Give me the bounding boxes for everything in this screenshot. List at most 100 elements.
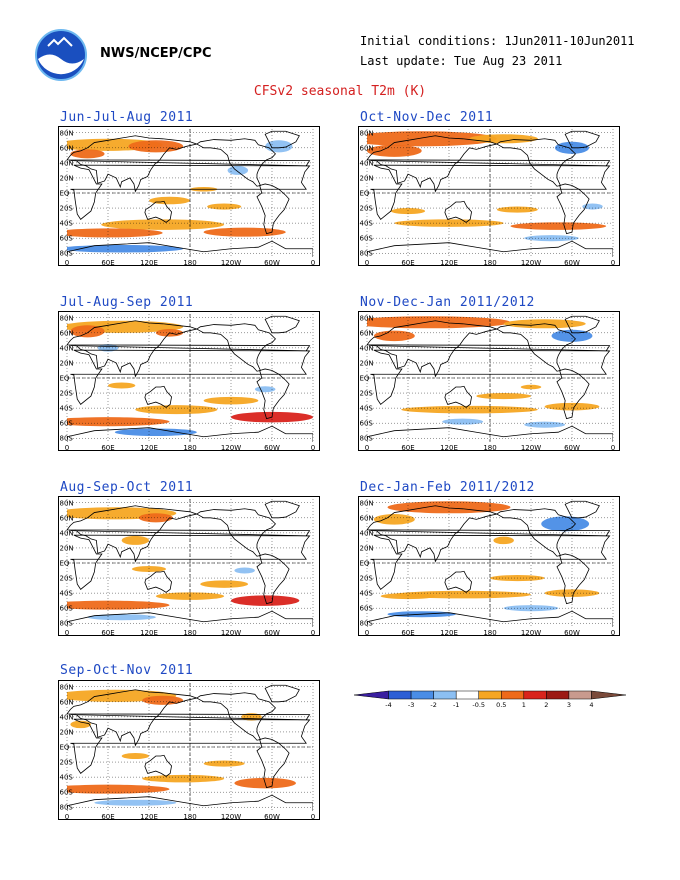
anomaly-region — [231, 595, 300, 606]
coastline — [264, 315, 300, 334]
lon-tick-label: 120W — [521, 444, 541, 451]
lat-tick-label: 80S — [60, 620, 74, 628]
lon-tick-label: 0 — [65, 444, 69, 451]
panel-title-0: Jun-Jul-Aug 2011 — [60, 110, 194, 125]
lon-tick-label: 120W — [221, 444, 241, 451]
coastline — [196, 323, 276, 372]
anomaly-region — [207, 203, 242, 210]
coastline — [196, 692, 276, 741]
lat-tick-label: 80N — [60, 683, 74, 691]
lon-tick-label: 0 — [311, 444, 315, 451]
colorbar-swatch — [501, 690, 525, 700]
lat-tick-label: 60N — [60, 144, 74, 152]
colorbar-swatch — [478, 690, 502, 700]
lat-tick-label: 60S — [60, 420, 74, 428]
anomaly-region — [200, 580, 249, 588]
anomaly-region — [94, 799, 177, 806]
anomaly-region — [70, 325, 105, 338]
coastline — [67, 320, 311, 378]
colorbar-swatch — [523, 690, 547, 700]
lon-tick-label: 120E — [440, 629, 458, 636]
coastline — [367, 135, 611, 193]
anomaly-region — [524, 235, 579, 242]
lon-tick-label: 180 — [183, 813, 196, 820]
lon-tick-label: 120E — [440, 259, 458, 266]
coastline — [264, 684, 300, 703]
lon-tick-label: 0 — [311, 813, 315, 820]
coastline — [556, 553, 590, 605]
coastline — [444, 570, 472, 593]
coastline — [367, 425, 613, 442]
coastline — [256, 737, 290, 789]
lat-tick-label: 40N — [60, 159, 74, 167]
coastline — [144, 570, 172, 593]
anomaly-region — [582, 203, 603, 210]
anomaly-region — [203, 227, 286, 237]
coastline — [144, 385, 172, 408]
coastline — [444, 200, 472, 223]
anomaly-region — [401, 405, 538, 414]
anomaly-region — [265, 140, 293, 153]
lon-tick-label: 0 — [65, 629, 69, 636]
last-update: Last update: Tue Aug 23 2011 — [360, 54, 563, 68]
coastline — [67, 505, 311, 563]
lat-tick-label: 80N — [360, 499, 374, 507]
coastline — [70, 718, 311, 774]
anomaly-region — [254, 386, 276, 393]
anomaly-region — [442, 418, 484, 425]
lon-tick-label: 0 — [311, 629, 315, 636]
lat-tick-label: 20N — [360, 359, 374, 367]
colorbar-label: -1 — [453, 701, 459, 709]
panel-title-4: Aug-Sep-Oct 2011 — [60, 480, 194, 495]
lat-tick-label: 40S — [60, 220, 74, 228]
figure-title: CFSv2 seasonal T2m (K) — [253, 84, 427, 99]
colorbar-label: 1 — [522, 701, 526, 709]
anomaly-region — [108, 382, 136, 389]
anomaly-region — [476, 393, 531, 400]
lat-tick-label: 60S — [60, 605, 74, 613]
lon-tick-label: 120W — [221, 259, 241, 266]
colorbar-label: -3 — [408, 701, 414, 709]
lon-tick-label: 0 — [611, 444, 615, 451]
coastline — [256, 368, 290, 420]
anomaly-region — [394, 219, 504, 227]
lon-tick-label: 120W — [521, 629, 541, 636]
lat-tick-label: 60S — [360, 605, 374, 613]
colorbar-swatch — [353, 690, 389, 700]
coastline — [196, 138, 276, 187]
lat-tick-label: 20N — [60, 544, 74, 552]
colorbar-legend: -4 -3 -2 -1 -0.5 0.5 1 2 3 4 — [352, 688, 628, 718]
coastline — [496, 508, 576, 557]
colorbar-label: 0.5 — [496, 701, 506, 709]
coastline — [370, 349, 611, 405]
anomaly-region — [121, 753, 149, 760]
lat-tick-label: 20N — [360, 174, 374, 182]
anomaly-region — [131, 566, 167, 573]
lat-tick-label: 80N — [60, 129, 74, 137]
coastline — [67, 425, 313, 442]
coastline — [496, 138, 576, 187]
map-panel-4: 80N 60N 40N 20N EQ 20S 40S 60S 80S 0 60E 120E 180 120… — [58, 496, 320, 636]
lat-tick-label: 40S — [360, 220, 374, 228]
anomaly-region — [510, 222, 607, 230]
lon-tick-label: 0 — [365, 444, 369, 451]
lat-tick-label: 20N — [360, 544, 374, 552]
lon-tick-label: 120E — [140, 813, 158, 820]
lon-tick-label: 0 — [365, 629, 369, 636]
anomaly-region — [142, 774, 225, 783]
lat-tick-label: EQ — [60, 190, 70, 198]
coastline — [444, 385, 472, 408]
map-panel-6: 80N 60N 40N 20N EQ 20S 40S 60S 80S 0 60E 120E 180 120… — [58, 680, 320, 820]
lat-tick-label: 40N — [60, 344, 74, 352]
lat-tick-label: 80N — [360, 314, 374, 322]
lat-tick-label: 60S — [60, 235, 74, 243]
lat-tick-label: 20N — [60, 359, 74, 367]
lat-tick-label: EQ — [360, 190, 370, 198]
lat-tick-label: 40S — [60, 774, 74, 782]
lat-tick-label: 40N — [360, 159, 374, 167]
lon-tick-label: 60W — [564, 629, 580, 636]
lat-tick-label: 20N — [60, 728, 74, 736]
lon-tick-label: 120E — [140, 259, 158, 266]
anomaly-region — [101, 219, 225, 230]
